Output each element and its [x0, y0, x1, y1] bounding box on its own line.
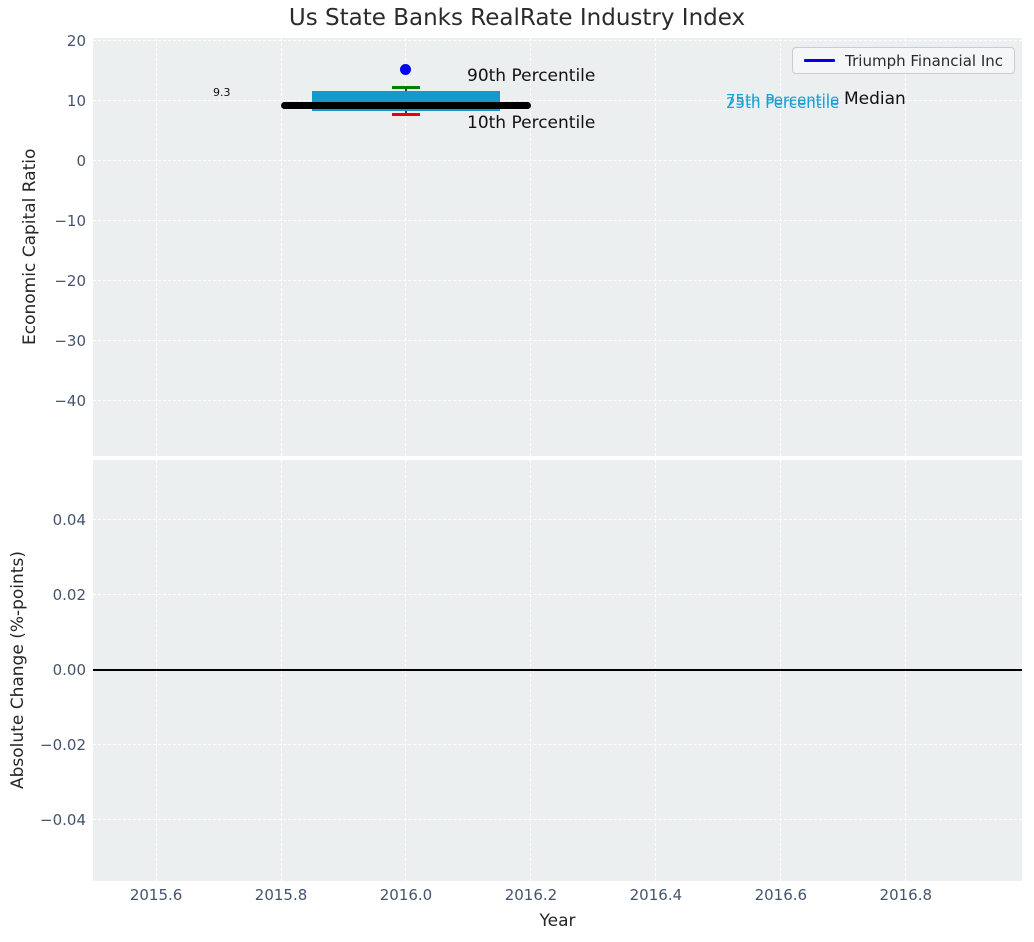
y-gridline — [93, 340, 1022, 342]
y-gridline — [93, 160, 1022, 162]
x-gridline — [280, 38, 282, 456]
annotation-median: Median — [844, 89, 906, 109]
x-tick-label: 2016.0 — [379, 886, 433, 904]
y-gridline — [93, 400, 1022, 402]
y-gridline — [93, 519, 1022, 521]
x-tick-label: 2016.6 — [754, 886, 808, 904]
x-gridline — [780, 38, 782, 456]
cap-10th-percentile — [391, 113, 420, 117]
y-tick-label: 0 — [76, 151, 86, 170]
x-tick-label: 2016.8 — [879, 886, 933, 904]
y-gridline — [93, 220, 1022, 222]
y-tick-label: 10 — [66, 91, 86, 110]
y-tick-label: −0.04 — [40, 810, 86, 829]
annotation-75th-percentile: 75th Percentile — [726, 91, 840, 109]
x-tick-label: 2016.2 — [504, 886, 558, 904]
top-plot-area: Triumph Financial Inc — [93, 38, 1022, 456]
zero-reference-line — [93, 668, 1022, 671]
y-gridline — [93, 100, 1022, 102]
annotation-10th-percentile: 10th Percentile — [467, 113, 596, 133]
chart-title: Us State Banks RealRate Industry Index — [288, 5, 746, 31]
x-axis-label: Year — [539, 911, 576, 931]
x-tick-label: 2015.8 — [254, 886, 308, 904]
y-tick-label: −20 — [54, 271, 86, 290]
bottom-plot-area — [93, 460, 1022, 881]
y-tick-label: 0.00 — [52, 660, 86, 679]
legend[interactable]: Triumph Financial Inc — [792, 47, 1015, 74]
annotation-25th-percentile: 25th Percentile — [726, 94, 840, 112]
y-tick-label: −30 — [54, 331, 86, 350]
y-tick-label: 0.02 — [52, 585, 86, 604]
annotation-90th-percentile: 90th Percentile — [467, 66, 596, 86]
y-tick-label: 0.04 — [52, 510, 86, 529]
y-gridline — [93, 594, 1022, 596]
y-tick-label: −10 — [54, 211, 86, 230]
x-gridline — [905, 38, 907, 456]
y-gridline — [93, 40, 1022, 42]
legend-label: Triumph Financial Inc — [845, 51, 1003, 70]
annotation-median-value: 9.3 — [213, 86, 231, 99]
y-tick-label: 20 — [66, 31, 86, 50]
x-gridline — [655, 38, 657, 456]
y-tick-label: −40 — [54, 391, 86, 410]
x-gridline — [530, 38, 532, 456]
legend-line-swatch — [804, 59, 836, 62]
cap-90th-percentile — [391, 85, 420, 89]
y-gridline — [93, 819, 1022, 821]
x-gridline — [155, 38, 157, 456]
y-gridline — [93, 280, 1022, 282]
median-line — [281, 101, 531, 109]
x-gridline — [405, 38, 407, 456]
x-tick-label: 2016.4 — [629, 886, 683, 904]
company-data-point — [400, 63, 412, 75]
x-tick-label: 2015.6 — [129, 886, 183, 904]
y-gridline — [93, 744, 1022, 746]
y-tick-label: −0.02 — [40, 735, 86, 754]
